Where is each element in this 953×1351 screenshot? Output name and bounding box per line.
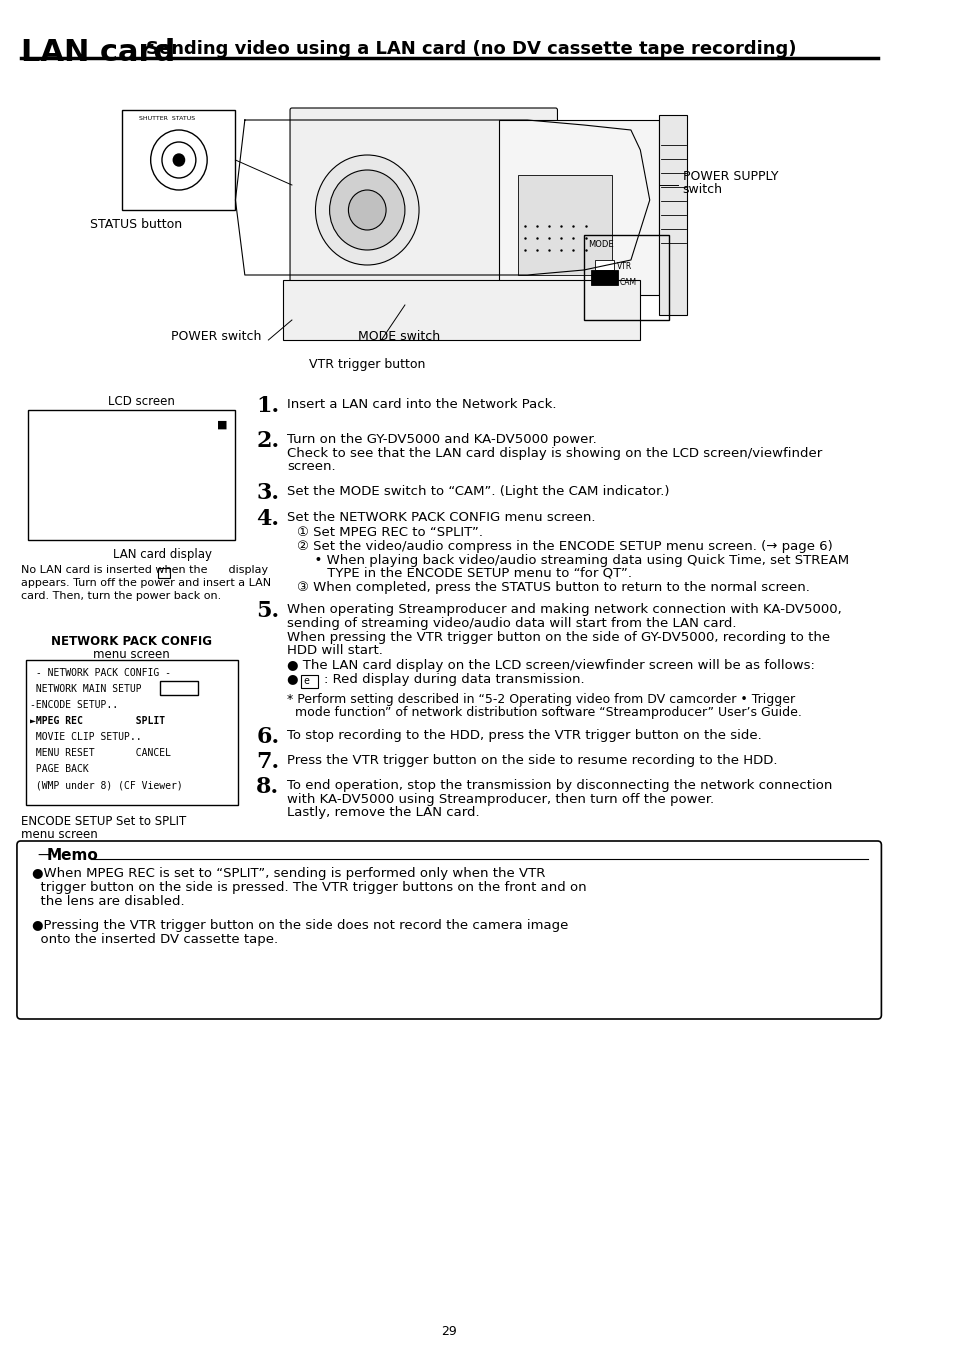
Text: 8.: 8.: [255, 775, 279, 798]
Text: LCD screen: LCD screen: [108, 394, 174, 408]
Bar: [301, 676, 318, 688]
Text: ② Set the video/audio compress in the ENCODE SETUP menu screen. (→ page 6): ② Set the video/audio compress in the EN…: [296, 540, 832, 553]
Text: 6.: 6.: [255, 725, 279, 748]
FancyBboxPatch shape: [290, 108, 557, 282]
FancyBboxPatch shape: [17, 842, 881, 1019]
Text: screen.: screen.: [287, 459, 335, 473]
Text: Set to SPLIT: Set to SPLIT: [116, 815, 186, 828]
Text: TYPE in the ENCODE SETUP menu to “for QT”.: TYPE in the ENCODE SETUP menu to “for QT…: [306, 567, 632, 580]
Text: Lastly, remove the LAN card.: Lastly, remove the LAN card.: [287, 807, 479, 819]
Text: ►MPEG REC         SPLIT: ►MPEG REC SPLIT: [30, 716, 165, 725]
Text: sending of streaming video/audio data will start from the LAN card.: sending of streaming video/audio data wi…: [287, 617, 736, 630]
Circle shape: [348, 190, 386, 230]
Text: 4.: 4.: [255, 508, 279, 530]
Circle shape: [173, 154, 184, 166]
Text: LAN card: LAN card: [21, 38, 174, 68]
Bar: [659, 115, 687, 315]
Text: VTR trigger button: VTR trigger button: [309, 358, 425, 372]
Text: NETWORK MAIN SETUP: NETWORK MAIN SETUP: [30, 684, 142, 694]
Text: Sending video using a LAN card (no DV cassette tape recording): Sending video using a LAN card (no DV ca…: [146, 41, 796, 58]
Text: No LAN card is inserted when the      display: No LAN card is inserted when the display: [21, 565, 268, 576]
Text: VTR: VTR: [617, 262, 632, 272]
Text: SHUTTER  STATUS: SHUTTER STATUS: [139, 116, 195, 122]
Text: with KA-DV5000 using Streamproducer, then turn off the power.: with KA-DV5000 using Streamproducer, the…: [287, 793, 714, 807]
Text: card. Then, turn the power back on.: card. Then, turn the power back on.: [21, 590, 221, 601]
Text: Insert a LAN card into the Network Pack.: Insert a LAN card into the Network Pack.: [287, 399, 557, 411]
Text: Set the MODE switch to “CAM”. (Light the CAM indicator.): Set the MODE switch to “CAM”. (Light the…: [287, 485, 669, 499]
Text: Turn on the GY-DV5000 and KA-DV5000 power.: Turn on the GY-DV5000 and KA-DV5000 powe…: [287, 434, 597, 446]
Text: MENU RESET       CANCEL: MENU RESET CANCEL: [30, 748, 171, 758]
Text: onto the inserted DV cassette tape.: onto the inserted DV cassette tape.: [32, 934, 278, 946]
Text: MOVIE CLIP SETUP..: MOVIE CLIP SETUP..: [30, 732, 142, 742]
Text: e: e: [303, 676, 309, 686]
Bar: [595, 259, 614, 270]
Text: ■: ■: [216, 420, 227, 430]
Text: • When playing back video/audio streaming data using Quick Time, set STREAM: • When playing back video/audio streamin…: [306, 554, 848, 567]
Bar: [122, 109, 235, 209]
Text: 5.: 5.: [255, 600, 279, 621]
Text: mode function” of network distribution software “Streamproducer” User’s Guide.: mode function” of network distribution s…: [287, 707, 801, 719]
Text: PAGE BACK: PAGE BACK: [30, 765, 89, 774]
Text: CAM: CAM: [618, 278, 636, 286]
Text: Press the VTR trigger button on the side to resume recording to the HDD.: Press the VTR trigger button on the side…: [287, 754, 777, 767]
Text: To stop recording to the HDD, press the VTR trigger button on the side.: To stop recording to the HDD, press the …: [287, 730, 761, 742]
Text: (WMP under 8) (CF Viewer): (WMP under 8) (CF Viewer): [30, 780, 183, 790]
Text: 7.: 7.: [255, 751, 279, 773]
Text: switch: switch: [682, 182, 722, 196]
Text: ENCODE SETUP: ENCODE SETUP: [21, 815, 112, 828]
Bar: [29, 409, 235, 540]
Text: 29: 29: [441, 1325, 456, 1337]
Text: ③ When completed, press the STATUS button to return to the normal screen.: ③ When completed, press the STATUS butto…: [296, 581, 809, 594]
Text: menu screen: menu screen: [21, 828, 97, 842]
Bar: [517, 176, 612, 276]
Text: When operating Streamproducer and making network connection with KA-DV5000,: When operating Streamproducer and making…: [287, 603, 841, 616]
Text: the lens are disabled.: the lens are disabled.: [32, 894, 185, 908]
Text: ●      : Red display during data transmission.: ● : Red display during data transmission…: [287, 673, 584, 686]
Text: LAN card display: LAN card display: [112, 549, 212, 561]
Bar: [498, 120, 659, 295]
Text: When pressing the VTR trigger button on the side of GY-DV5000, recording to the: When pressing the VTR trigger button on …: [287, 631, 829, 644]
Text: ●When MPEG REC is set to “SPLIT”, sending is performed only when the VTR: ●When MPEG REC is set to “SPLIT”, sendin…: [32, 867, 545, 880]
Text: appears. Turn off the power and insert a LAN: appears. Turn off the power and insert a…: [21, 578, 271, 588]
Text: ●Pressing the VTR trigger button on the side does not record the camera image: ●Pressing the VTR trigger button on the …: [32, 919, 568, 932]
Text: To end operation, stop the transmission by disconnecting the network connection: To end operation, stop the transmission …: [287, 780, 832, 792]
Bar: [160, 681, 197, 694]
Text: -ENCODE SETUP..: -ENCODE SETUP..: [30, 700, 118, 711]
Bar: [27, 661, 238, 805]
Text: 3.: 3.: [255, 482, 279, 504]
Text: Memo: Memo: [47, 848, 99, 863]
Bar: [591, 270, 618, 285]
Text: Check to see that the LAN card display is showing on the LCD screen/viewfinder: Check to see that the LAN card display i…: [287, 447, 821, 459]
Text: MODE: MODE: [588, 240, 614, 249]
Circle shape: [329, 170, 404, 250]
Text: 1.: 1.: [255, 394, 279, 417]
Text: 2.: 2.: [255, 430, 279, 453]
Bar: [158, 567, 170, 578]
Bar: [282, 280, 639, 340]
Text: POWER switch: POWER switch: [172, 330, 261, 343]
Text: Set the NETWORK PACK CONFIG menu screen.: Set the NETWORK PACK CONFIG menu screen.: [287, 511, 595, 524]
Text: HDD will start.: HDD will start.: [287, 644, 383, 657]
Circle shape: [315, 155, 418, 265]
Text: ● The LAN card display on the LCD screen/viewfinder screen will be as follows:: ● The LAN card display on the LCD screen…: [287, 659, 814, 671]
Text: * Perform setting described in “5-2 Operating video from DV camcorder • Trigger: * Perform setting described in “5-2 Oper…: [287, 693, 795, 707]
Text: ① Set MPEG REC to “SPLIT”.: ① Set MPEG REC to “SPLIT”.: [296, 526, 482, 539]
Text: POWER SUPPLY: POWER SUPPLY: [682, 170, 778, 182]
Text: MODE switch: MODE switch: [357, 330, 439, 343]
Text: trigger button on the side is pressed. The VTR trigger buttons on the front and : trigger button on the side is pressed. T…: [32, 881, 586, 894]
Text: - NETWORK PACK CONFIG -: - NETWORK PACK CONFIG -: [30, 667, 171, 678]
Text: STATUS button: STATUS button: [91, 218, 182, 231]
Bar: [583, 235, 668, 320]
Text: menu screen: menu screen: [93, 648, 170, 661]
Text: —: —: [37, 848, 55, 862]
Text: NETWORK PACK CONFIG: NETWORK PACK CONFIG: [51, 635, 213, 648]
